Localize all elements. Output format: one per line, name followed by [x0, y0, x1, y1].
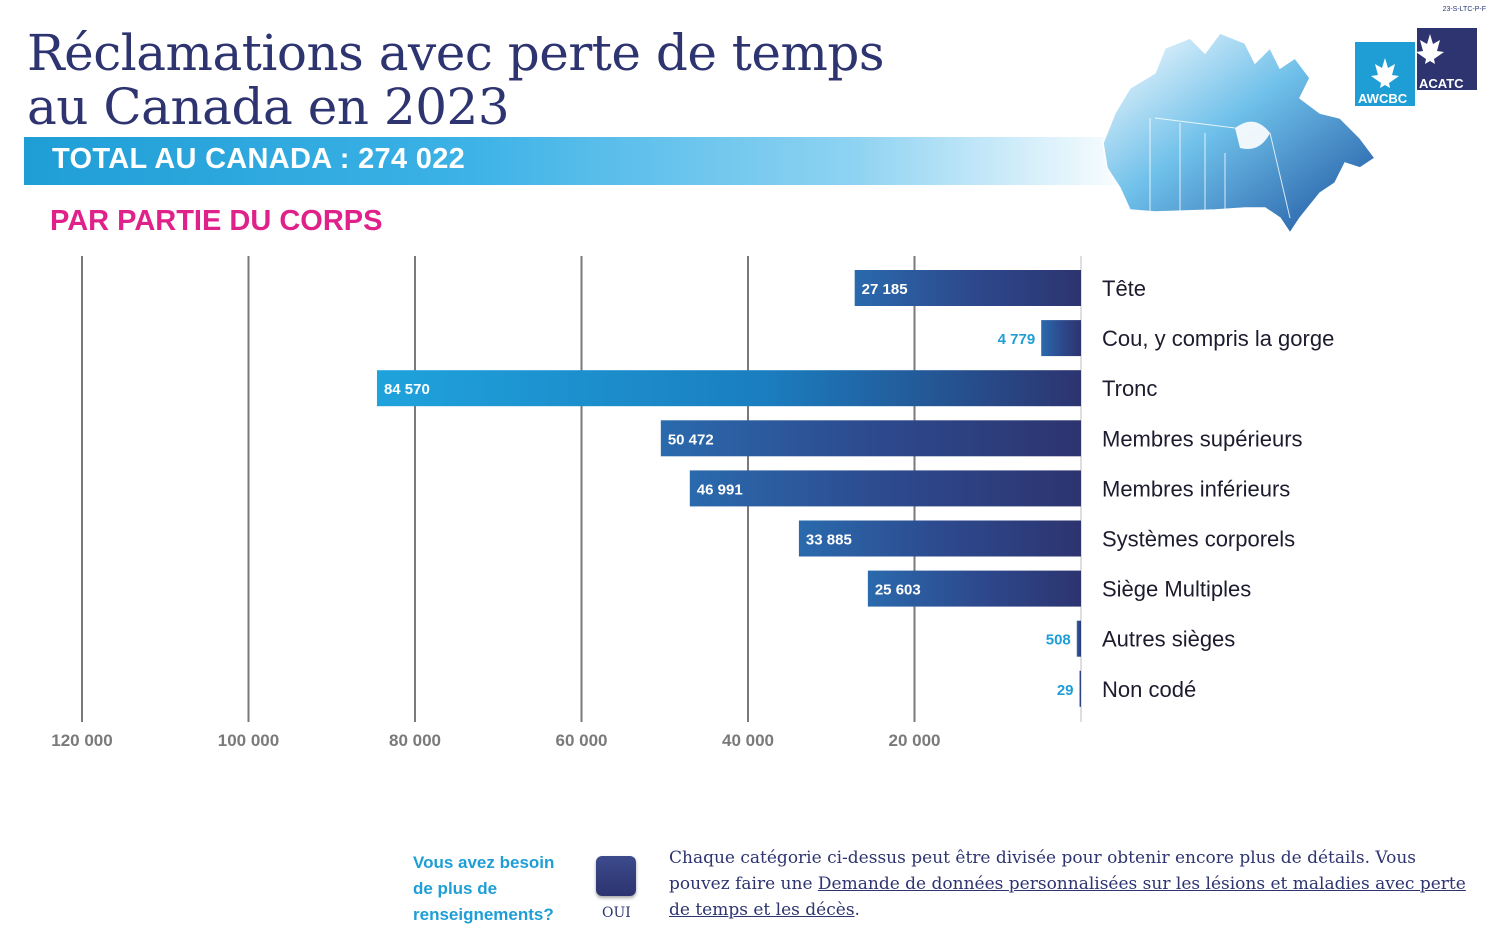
bar [867, 570, 1081, 607]
category-label: Siège Multiples [1102, 577, 1251, 602]
x-tick-label: 40 000 [722, 731, 774, 750]
x-tick-label: 20 000 [889, 731, 941, 750]
bar-value-label: 29 [1057, 682, 1074, 699]
category-label: Membres supérieurs [1102, 426, 1303, 451]
x-tick-label: 120 000 [51, 731, 112, 750]
bar [689, 470, 1081, 507]
bar [798, 520, 1081, 557]
section-title: PAR PARTIE DU CORPS [50, 205, 383, 237]
title-line-1: Réclamations avec perte de temps [27, 24, 885, 82]
bar-value-label: 50 472 [668, 431, 714, 448]
category-label: Membres inférieurs [1102, 476, 1290, 501]
bar-value-label: 508 [1046, 632, 1071, 649]
bar-value-label: 4 779 [998, 331, 1036, 348]
x-tick-label: 100 000 [218, 731, 279, 750]
category-label: Non codé [1102, 677, 1196, 702]
canada-map-icon [1102, 32, 1377, 235]
logo-acatc-text: ACATC [1419, 76, 1464, 91]
bar [660, 420, 1081, 457]
bar [854, 270, 1081, 306]
bar [1076, 620, 1081, 657]
total-label: TOTAL AU CANADA : 274 022 [52, 143, 466, 175]
bar-value-label: 46 991 [697, 481, 743, 498]
title-line-2: au Canada en 2023 [27, 78, 510, 136]
logo-awcbc-text: AWCBC [1358, 91, 1408, 106]
body-part-bar-chart: 27 185 Tête 4 779 Cou, y compris la gorge 84… [51, 256, 1334, 750]
bar-value-label: 84 570 [384, 381, 430, 398]
bar-value-label: 25 603 [875, 582, 921, 599]
awcbc-acatc-logo: AWCBC ACATC [1355, 28, 1477, 106]
bar-value-label: 27 185 [862, 281, 908, 298]
custom-data-request-link[interactable]: Demande de données personnalisées sur le… [669, 874, 1466, 920]
bar [1079, 670, 1081, 707]
bar [376, 370, 1082, 407]
footer-text-after: . [854, 900, 860, 920]
document-code: 23-S-LTC-P-F [1442, 6, 1486, 13]
category-label: Systèmes corporels [1102, 527, 1295, 552]
category-label: Tronc [1102, 376, 1157, 401]
footer-text-before: Chaque catégorie ci-dessus peut être div… [669, 848, 1417, 894]
bar [1041, 320, 1081, 357]
x-tick-label: 60 000 [556, 731, 608, 750]
footer-description: Chaque catégorie ci-dessus peut être div… [669, 845, 1469, 923]
oui-button[interactable] [596, 856, 636, 896]
category-label: Cou, y compris la gorge [1102, 326, 1334, 351]
page-title: Réclamations avec perte de temps au Cana… [27, 24, 885, 136]
bar-value-label: 33 885 [806, 532, 852, 549]
footer-question: Vous avez besoin de plus de renseignemen… [413, 853, 555, 924]
category-label: Tête [1102, 276, 1146, 301]
total-banner [24, 137, 1134, 185]
oui-button-label: OUI [602, 905, 631, 921]
category-label: Autres sièges [1102, 627, 1235, 652]
x-tick-label: 80 000 [389, 731, 441, 750]
